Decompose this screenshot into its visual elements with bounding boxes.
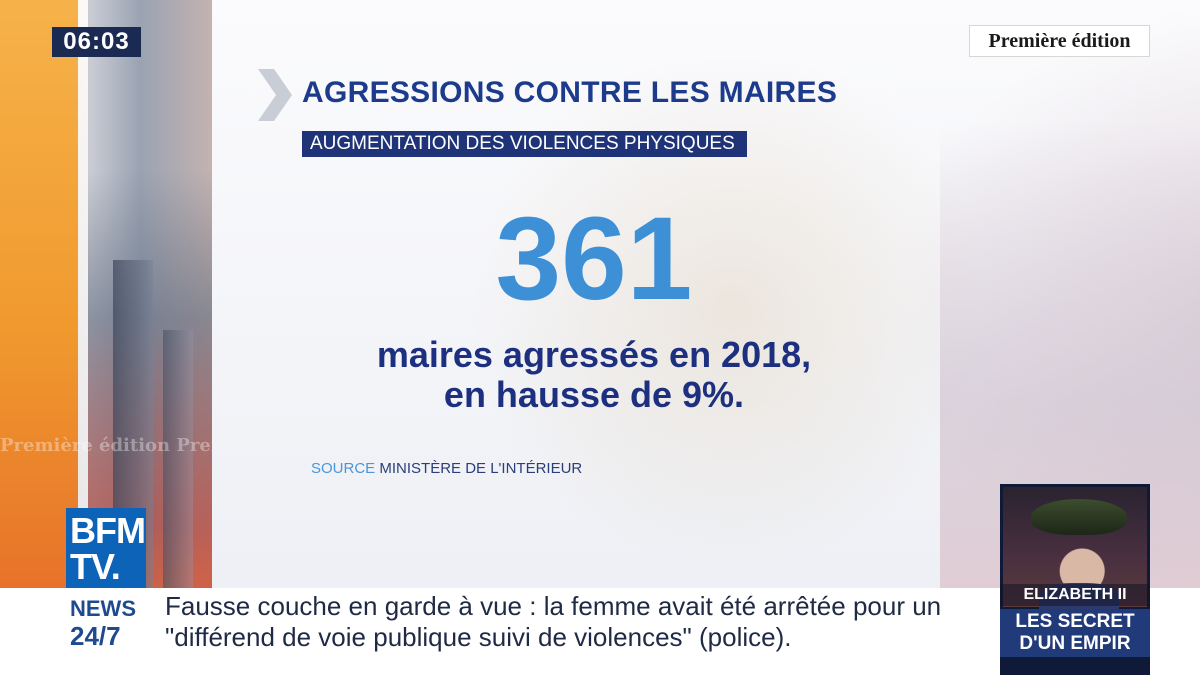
caption-line-1: maires agressés en 2018, [376, 334, 812, 375]
chevron-right-icon [258, 69, 292, 121]
ticker-line-1: Fausse couche en garde à vue : la femme … [165, 591, 942, 621]
source-line: SOURCE MINISTÈRE DE L'INTÉRIEUR [311, 460, 582, 477]
news-tag-line-2: 24/7 [70, 621, 121, 651]
news-247-tag: NEWS 24/7 [0, 588, 155, 675]
source-label: SOURCE [311, 460, 376, 477]
logo-line-2: TV. [70, 546, 121, 587]
background-left-decor: Première édition Premi [0, 0, 215, 590]
clock: 06:03 [52, 27, 141, 57]
logo-line-1: BFM [70, 510, 146, 551]
ticker-line-2: "différend de voie publique suivi de vio… [165, 622, 792, 652]
big-number: 361 [495, 193, 693, 325]
program-promo: ELIZABETH II LES SECRET D'UN EMPIR [1000, 484, 1150, 675]
promo-title-line-1: LES SECRET [1015, 611, 1135, 632]
headline: AGRESSIONS CONTRE LES MAIRES [302, 76, 838, 109]
news-tag-line-1: NEWS [70, 596, 136, 621]
promo-title: LES SECRET D'UN EMPIR [1000, 609, 1150, 657]
subhead-banner: AUGMENTATION DES VIOLENCES PHYSIQUES [302, 131, 747, 157]
program-badge: Première édition [969, 25, 1150, 57]
caption-line-2: en hausse de 9%. [443, 374, 745, 415]
bfmtv-logo: BFM TV. [66, 508, 146, 588]
promo-title-line-2: D'UN EMPIR [1019, 633, 1131, 654]
promo-name: ELIZABETH II [1000, 584, 1150, 606]
white-stripe [78, 0, 88, 590]
ghost-watermark-text: Première édition Premi [0, 435, 215, 456]
caption: maires agressés en 2018, en hausse de 9%… [300, 335, 888, 415]
orange-stripe [0, 0, 78, 590]
source-value: MINISTÈRE DE L'INTÉRIEUR [379, 460, 583, 477]
